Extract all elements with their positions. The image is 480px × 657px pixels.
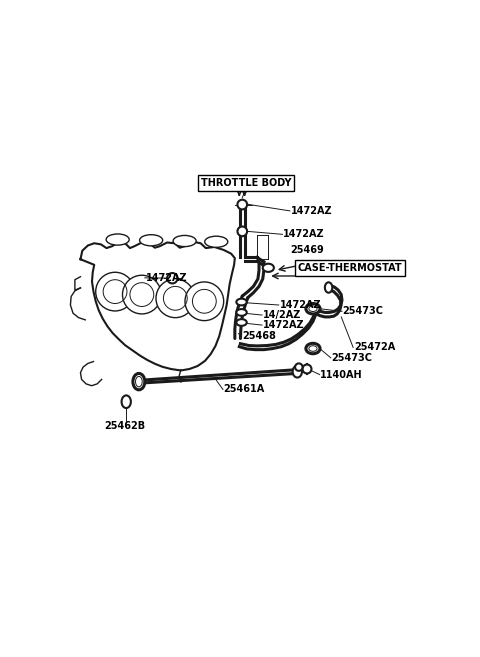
Text: 25469: 25469 <box>290 245 324 255</box>
Ellipse shape <box>236 299 247 306</box>
Circle shape <box>302 365 312 373</box>
Circle shape <box>96 272 134 311</box>
Ellipse shape <box>325 283 332 293</box>
Ellipse shape <box>140 235 163 246</box>
Circle shape <box>156 279 195 317</box>
Text: 1472AZ: 1472AZ <box>145 273 187 283</box>
Text: 1472AZ: 1472AZ <box>263 320 304 330</box>
Circle shape <box>238 200 247 210</box>
Ellipse shape <box>236 309 247 316</box>
Circle shape <box>122 275 161 314</box>
Text: 25473C: 25473C <box>343 306 384 316</box>
Ellipse shape <box>133 373 145 390</box>
Ellipse shape <box>204 236 228 247</box>
Ellipse shape <box>306 344 320 353</box>
Circle shape <box>238 227 247 236</box>
Text: 1472AZ: 1472AZ <box>279 300 321 310</box>
Circle shape <box>185 282 224 321</box>
Text: 25468: 25468 <box>242 331 276 341</box>
Text: 25472A: 25472A <box>354 342 395 352</box>
Text: THROTTLE BODY: THROTTLE BODY <box>201 178 291 188</box>
Text: 1472AZ: 1472AZ <box>283 229 325 239</box>
Text: 25462B: 25462B <box>104 420 145 430</box>
Text: 25461A: 25461A <box>224 384 265 394</box>
Ellipse shape <box>293 366 302 378</box>
Ellipse shape <box>236 319 247 326</box>
Text: 1472AZ: 1472AZ <box>290 206 332 216</box>
Text: 1140AH: 1140AH <box>321 370 363 380</box>
Circle shape <box>295 363 302 371</box>
Ellipse shape <box>106 234 129 245</box>
Ellipse shape <box>263 263 274 272</box>
Ellipse shape <box>306 304 320 314</box>
Circle shape <box>167 273 178 283</box>
Text: CASE-THERMOSTAT: CASE-THERMOSTAT <box>298 263 402 273</box>
Text: 14/2AZ: 14/2AZ <box>263 310 301 320</box>
Polygon shape <box>81 242 235 371</box>
Ellipse shape <box>173 235 196 246</box>
Text: 25473C: 25473C <box>332 353 372 363</box>
